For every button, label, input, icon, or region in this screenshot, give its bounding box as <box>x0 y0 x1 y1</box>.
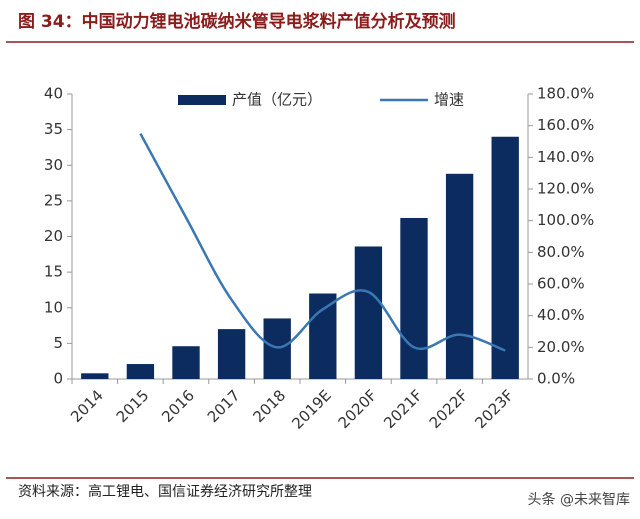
y2-tick-label: 120.0% <box>537 180 594 198</box>
y2-tick-label: 60.0% <box>537 275 585 293</box>
source: 资料来源：高工锂电、国信证券经济研究所整理 <box>18 483 312 500</box>
x-tick-label: 2023F <box>471 386 517 432</box>
x-tick-label: 2018 <box>249 386 289 426</box>
y2-tick-label: 100.0% <box>537 211 594 229</box>
y-tick-label: 40 <box>44 85 63 103</box>
y-tick-label: 35 <box>44 120 63 138</box>
bar <box>217 329 246 379</box>
y2-tick-label: 40.0% <box>537 306 585 324</box>
x-tick-label: 2019E <box>288 386 334 432</box>
x-tick-label: 2021F <box>380 386 426 432</box>
x-tick-label: 2014 <box>67 386 107 426</box>
bar <box>309 293 337 379</box>
y-tick-label: 10 <box>44 298 63 316</box>
bar <box>172 346 200 379</box>
y2-tick-label: 160.0% <box>537 116 594 134</box>
y-tick-label: 30 <box>44 156 63 174</box>
bar <box>81 373 109 379</box>
watermark: 头条 @未来智库 <box>528 491 630 508</box>
y-tick-label: 15 <box>44 263 63 281</box>
line <box>139 132 506 352</box>
y2-tick-label: 0.0% <box>537 370 575 388</box>
x-tick-label: 2020F <box>335 386 381 432</box>
bar <box>126 364 155 379</box>
y-tick-label: 5 <box>53 334 63 352</box>
chart-title: 图 34：中国动力锂电池碳纳米管导电浆料产值分析及预测 <box>18 11 456 32</box>
legend-label: 增速 <box>434 91 464 109</box>
bar <box>354 246 383 379</box>
x-tick-label: 2022F <box>426 386 472 432</box>
legend-swatch <box>178 95 226 105</box>
x-tick-label: 2015 <box>113 386 153 426</box>
bar <box>263 318 291 379</box>
y-tick-label: 20 <box>44 227 63 245</box>
y2-tick-label: 20.0% <box>537 338 585 356</box>
legend-label: 产值（亿元） <box>232 91 322 109</box>
x-tick-label: 2017 <box>204 386 244 426</box>
y2-tick-label: 180.0% <box>537 85 594 103</box>
y-tick-label: 25 <box>44 191 63 209</box>
y2-tick-label: 140.0% <box>537 148 594 166</box>
y2-tick-label: 80.0% <box>537 243 585 261</box>
bar <box>445 173 474 379</box>
y-tick-label: 0 <box>53 370 63 388</box>
bar <box>400 217 428 379</box>
bar <box>491 136 519 379</box>
x-tick-label: 2016 <box>158 386 198 426</box>
